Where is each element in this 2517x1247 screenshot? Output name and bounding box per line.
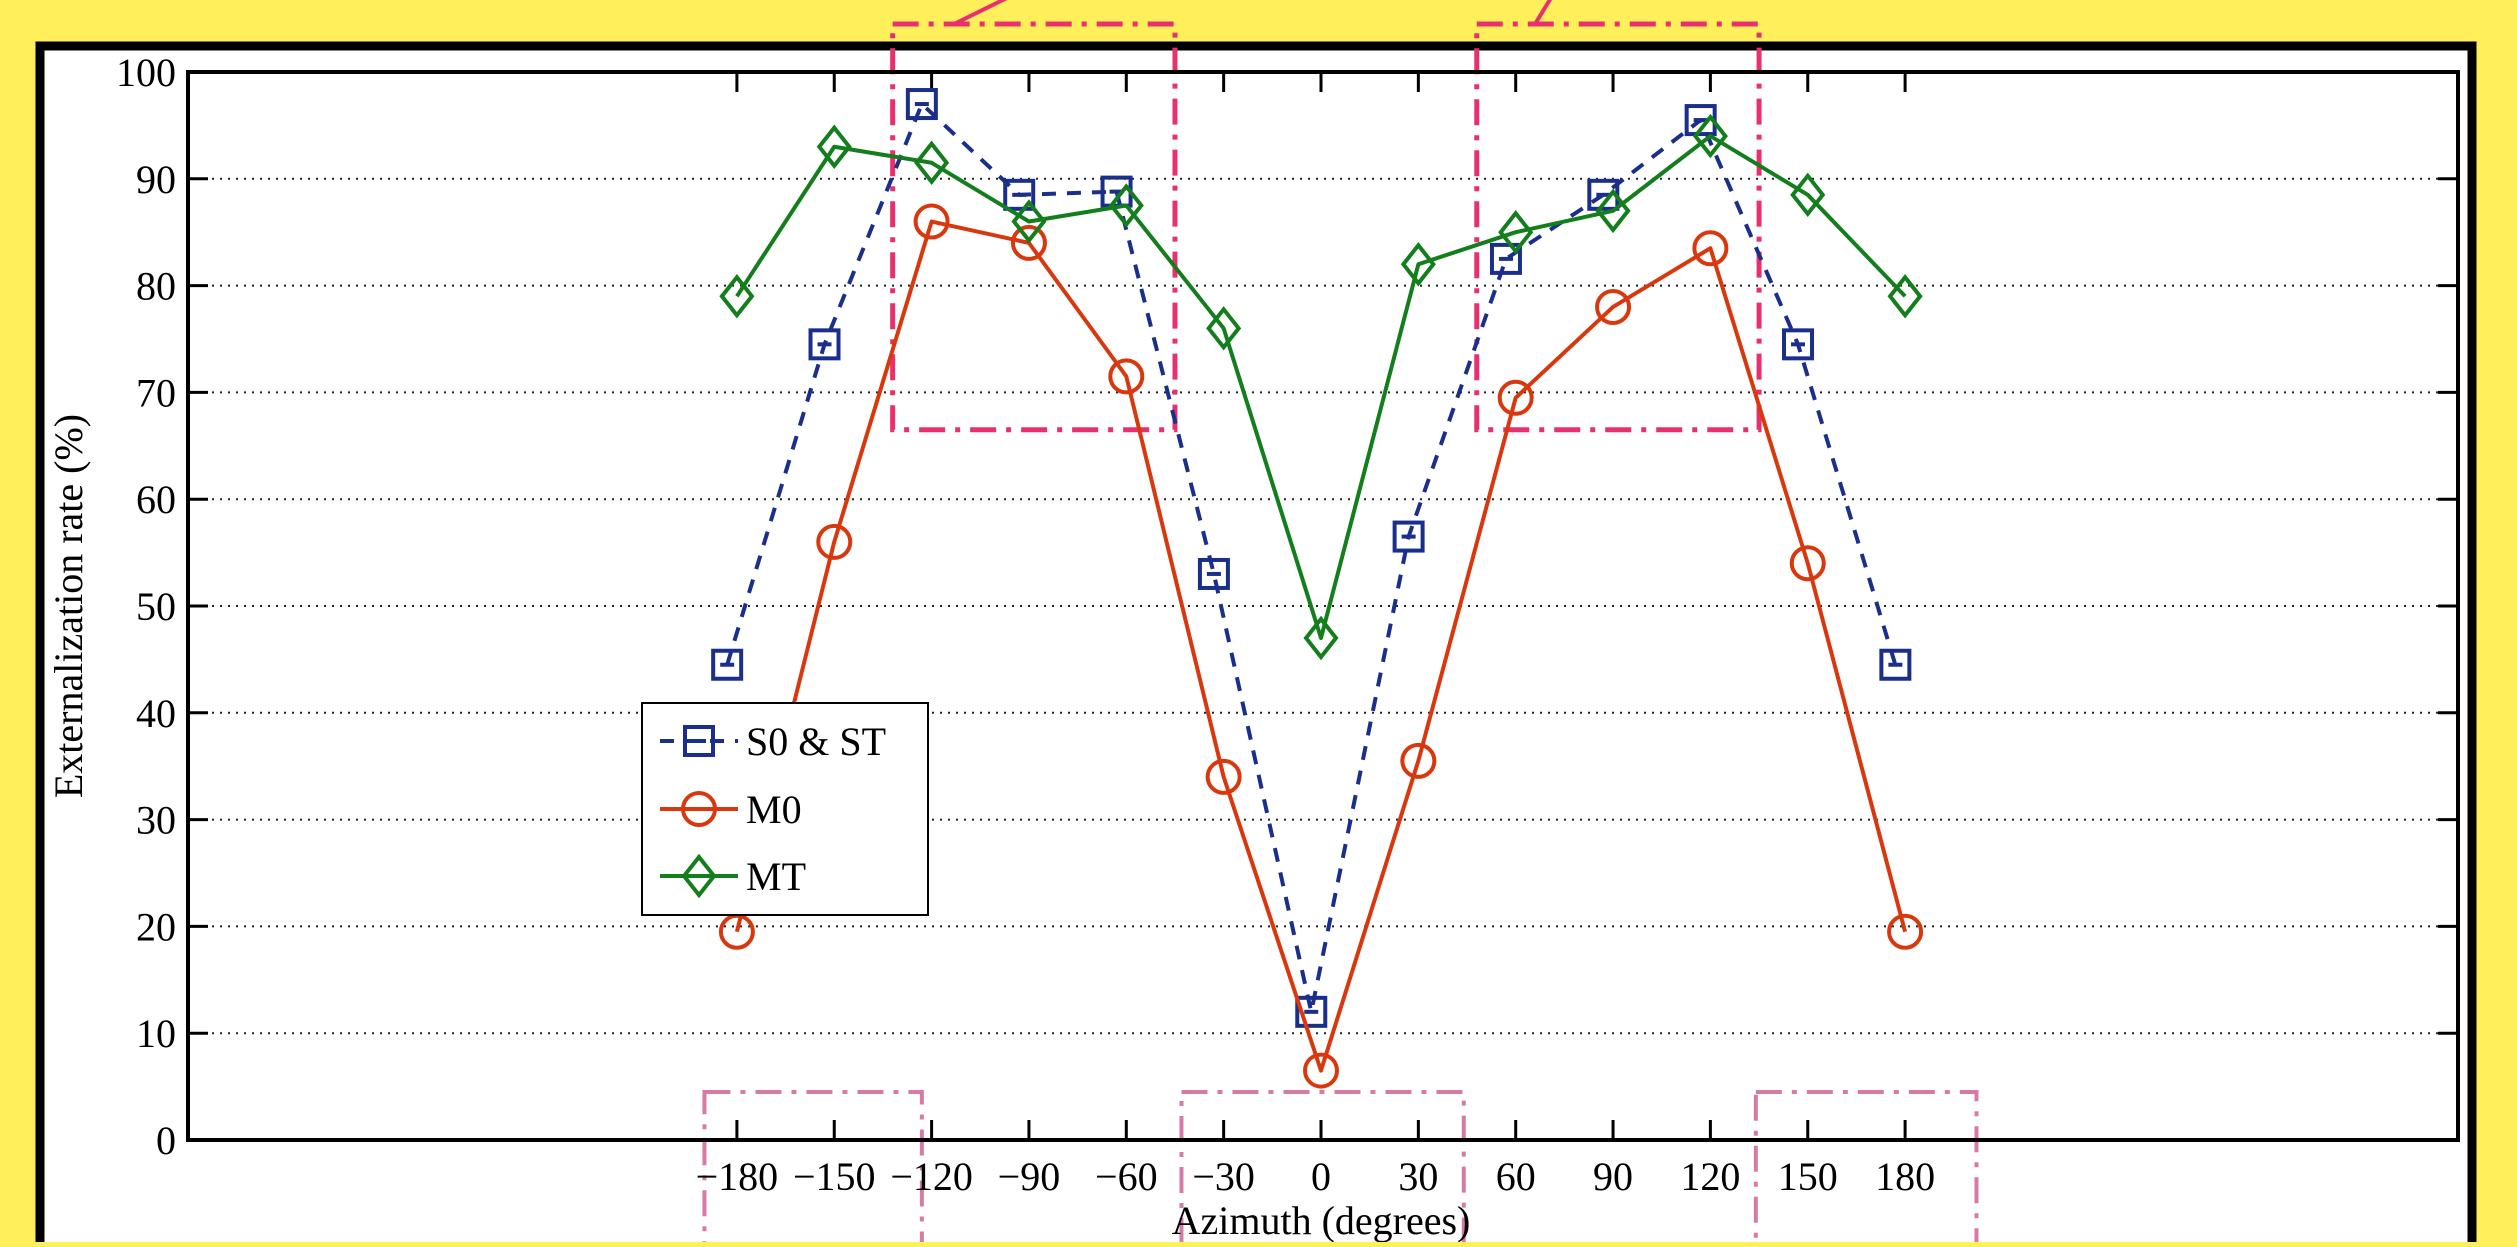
data-point-m0-5 xyxy=(1205,758,1242,795)
faint-box-3 xyxy=(1179,1089,1466,1247)
legend-marker-s0-st xyxy=(683,725,715,757)
legend: S0 & ST M0 MT xyxy=(641,702,929,916)
data-point-m0-12 xyxy=(1887,913,1924,950)
y-tick-label-100: 100 xyxy=(116,50,176,95)
data-series xyxy=(711,88,1924,1089)
data-point-s0-st-11 xyxy=(1782,328,1815,361)
series-line-m0 xyxy=(734,219,1908,1073)
data-point-m0-3 xyxy=(1010,224,1047,261)
x-tick-label-60: 60 xyxy=(1496,1154,1536,1199)
data-point-mt-1 xyxy=(816,124,852,169)
x-tick-label-neg60: −60 xyxy=(1095,1154,1158,1199)
data-point-m0-2 xyxy=(913,203,950,240)
data-point-m0-11 xyxy=(1789,545,1826,582)
x-axis-label: Azimuth (degrees) xyxy=(1172,1198,1471,1242)
highlight-box-0 xyxy=(890,21,1178,433)
data-point-s0-st-8 xyxy=(1489,242,1522,275)
x-tick-label-90: 90 xyxy=(1593,1154,1633,1199)
data-point-mt-12 xyxy=(1887,274,1923,319)
x-tick-label-30: 30 xyxy=(1398,1154,1438,1199)
x-tick-label-neg30: −30 xyxy=(1192,1154,1255,1199)
data-point-s0-st-0 xyxy=(711,648,744,681)
x-tick-label-120: 120 xyxy=(1680,1154,1740,1199)
legend-label-s0-st: S0 & ST xyxy=(746,719,886,764)
series-line-mt xyxy=(735,134,1907,641)
x-tick-label-neg150: −150 xyxy=(793,1154,876,1199)
x-tick-label-neg180: −180 xyxy=(696,1154,779,1199)
y-tick-label-70: 70 xyxy=(136,370,176,415)
y-tick-label-30: 30 xyxy=(136,798,176,843)
y-tick-label-90: 90 xyxy=(136,157,176,202)
data-point-mt-5 xyxy=(1206,306,1242,351)
data-point-m0-8 xyxy=(1497,379,1534,416)
data-point-mt-9 xyxy=(1595,188,1631,234)
legend-marker-m0 xyxy=(681,791,717,827)
data-point-mt-11 xyxy=(1790,172,1826,218)
y-tick-label-0: 0 xyxy=(156,1118,176,1163)
data-point-s0-st-12 xyxy=(1879,648,1912,681)
highlight-box-1 xyxy=(1474,21,1762,433)
y-tick-label-40: 40 xyxy=(136,691,176,736)
data-point-mt-0 xyxy=(719,274,755,319)
data-point-mt-2 xyxy=(914,140,950,186)
data-point-m0-10 xyxy=(1692,230,1729,267)
data-point-s0-st-3 xyxy=(1003,178,1036,211)
data-point-mt-10 xyxy=(1692,113,1728,159)
data-point-mt-7 xyxy=(1400,242,1436,287)
legend-marker-mt xyxy=(681,853,717,899)
data-point-s0-st-6 xyxy=(1295,995,1328,1028)
y-axis-label: Externalization rate (%) xyxy=(46,414,91,798)
figure-panel xyxy=(35,41,2477,1247)
data-point-mt-4 xyxy=(1108,183,1144,228)
data-point-m0-4 xyxy=(1108,358,1145,395)
callout-pointer-left xyxy=(953,0,1008,26)
callout-pointer-right xyxy=(1533,0,1553,25)
faint-box-2 xyxy=(702,1089,924,1247)
faint-box-4 xyxy=(1753,1089,1979,1247)
legend-label-mt: MT xyxy=(746,854,806,899)
legend-symbols xyxy=(660,725,738,899)
axis-ticks: 0 10 20 30 40 50 60 70 80 90 100 −180 −150 −120 −90 −60… xyxy=(116,50,2458,1199)
data-point-m0-7 xyxy=(1400,742,1437,779)
y-tick-label-60: 60 xyxy=(136,477,176,522)
x-tick-label-0: 0 xyxy=(1311,1154,1331,1199)
x-tick-label-neg90: −90 xyxy=(998,1154,1061,1199)
x-tick-label-neg120: −120 xyxy=(890,1154,973,1199)
data-point-m0-9 xyxy=(1595,288,1632,325)
highlight-boxes xyxy=(702,0,1979,1247)
legend-box xyxy=(641,702,929,916)
data-point-mt-3 xyxy=(1011,199,1047,244)
x-tick-label-180: 180 xyxy=(1875,1154,1935,1199)
data-point-s0-st-7 xyxy=(1392,520,1425,553)
y-tick-label-10: 10 xyxy=(136,1011,176,1056)
y-tick-label-80: 80 xyxy=(136,264,176,309)
legend-label-m0: M0 xyxy=(746,787,802,832)
x-tick-label-150: 150 xyxy=(1778,1154,1838,1199)
data-point-s0-st-1 xyxy=(808,328,841,361)
y-tick-label-50: 50 xyxy=(136,584,176,629)
data-point-m0-6 xyxy=(1303,1052,1339,1089)
data-point-mt-6 xyxy=(1303,615,1339,661)
data-point-s0-st-2 xyxy=(905,88,938,121)
data-point-s0-st-5 xyxy=(1197,557,1230,590)
y-tick-label-20: 20 xyxy=(136,904,176,949)
data-point-m0-1 xyxy=(816,523,853,560)
data-point-mt-8 xyxy=(1498,209,1534,255)
